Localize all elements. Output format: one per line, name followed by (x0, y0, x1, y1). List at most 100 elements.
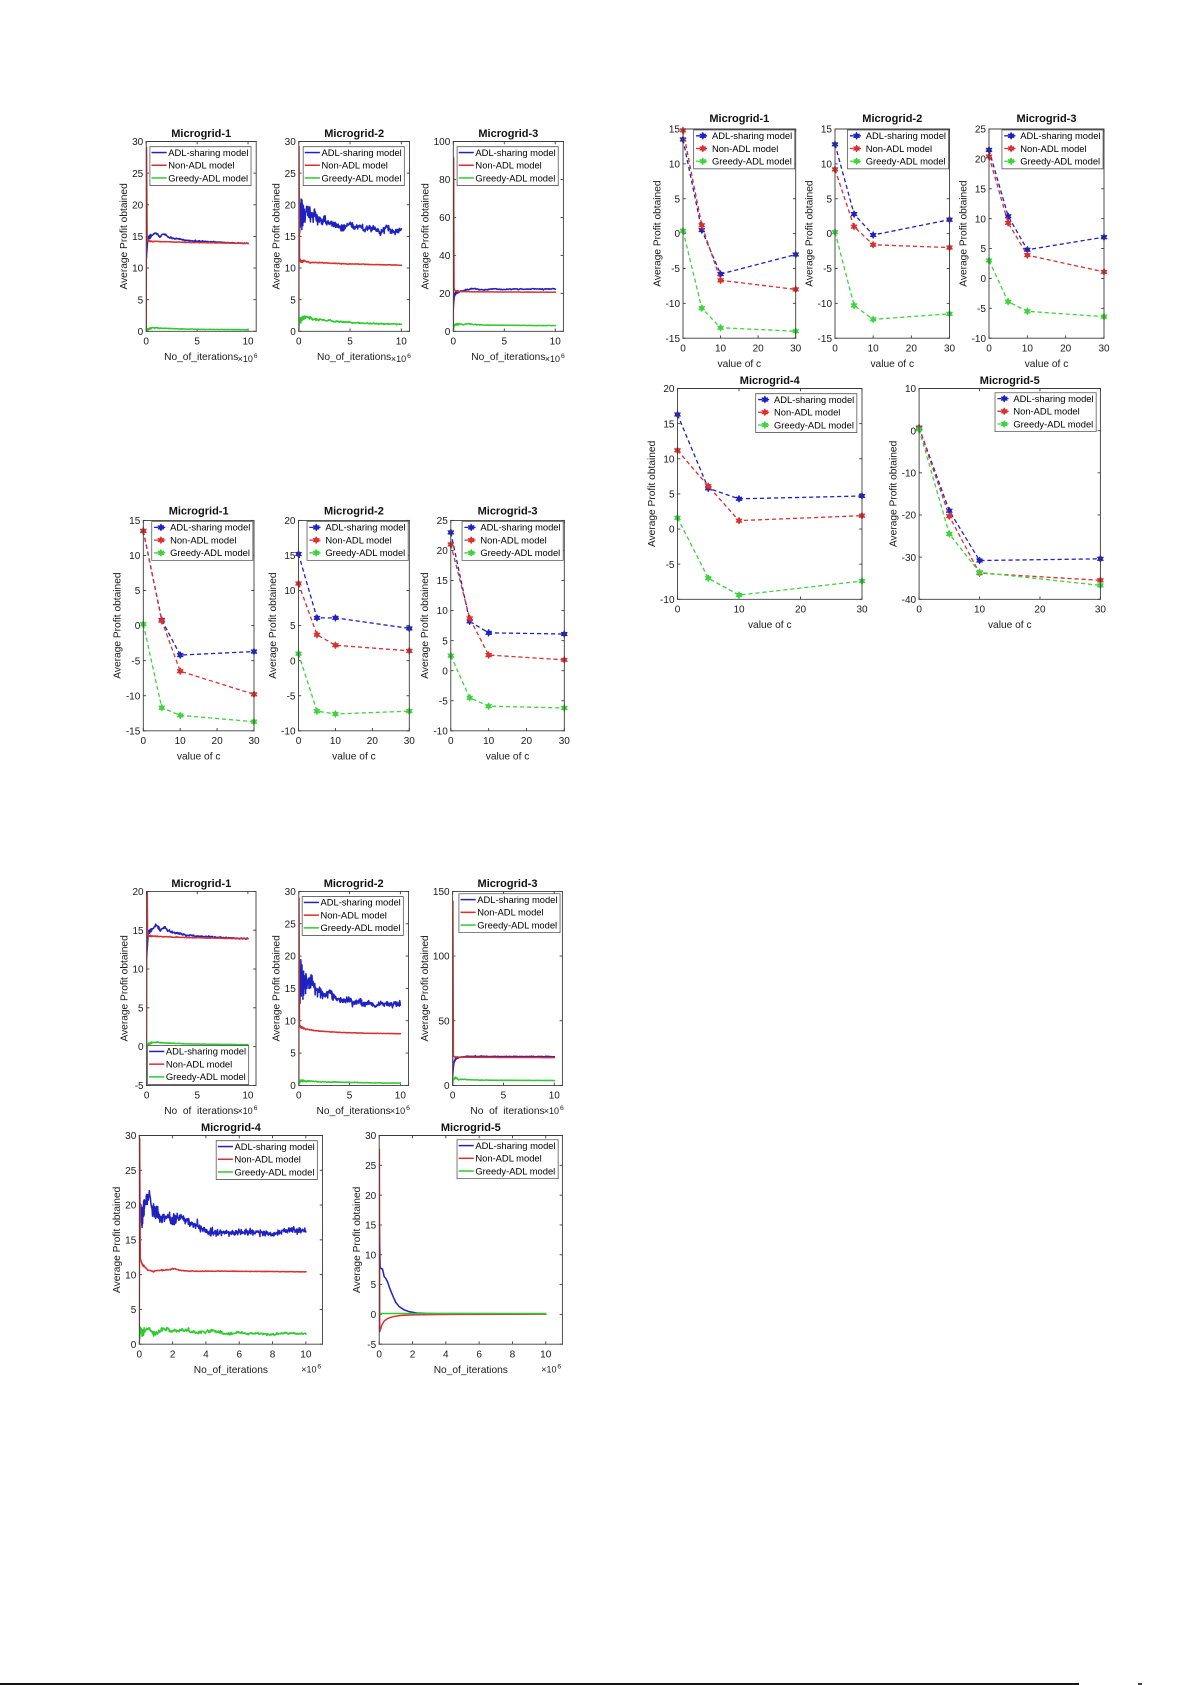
svg-text:10: 10 (129, 551, 141, 562)
svg-text:0: 0 (296, 1091, 302, 1102)
svg-text:-5: -5 (439, 696, 448, 707)
svg-text:5: 5 (674, 194, 680, 205)
svg-text:Average Profit obtained: Average Profit obtained (112, 1186, 123, 1293)
svg-text:30: 30 (944, 343, 956, 354)
svg-text:0: 0 (138, 1042, 144, 1053)
svg-text:15: 15 (132, 232, 144, 243)
svg-text:6: 6 (476, 1349, 482, 1360)
svg-text:Greedy-ADL model: Greedy-ADL model (170, 547, 250, 558)
svg-text:5: 5 (135, 586, 141, 597)
svg-text:Non-ADL model: Non-ADL model (477, 907, 543, 918)
svg-text:6: 6 (407, 353, 411, 360)
svg-text:Non-ADL model: Non-ADL model (325, 534, 391, 545)
svg-text:20: 20 (367, 736, 379, 747)
svg-text:0: 0 (980, 274, 986, 285)
svg-text:20: 20 (125, 1201, 137, 1212)
svg-text:×10: ×10 (238, 354, 253, 364)
svg-text:-10: -10 (818, 299, 833, 310)
svg-text:-5: -5 (671, 264, 680, 275)
svg-text:No of iterations: No of iterations (164, 1106, 238, 1117)
svg-text:Non-ADL model: Non-ADL model (166, 1058, 232, 1069)
svg-text:20: 20 (753, 343, 765, 354)
svg-text:10: 10 (365, 1250, 377, 1261)
svg-text:Greedy-ADL model: Greedy-ADL model (774, 419, 854, 430)
svg-text:Average Profit obtained: Average Profit obtained (889, 440, 900, 547)
svg-text:Greedy-ADL model: Greedy-ADL model (866, 156, 946, 167)
svg-text:10: 10 (975, 214, 987, 225)
svg-text:Greedy-ADL model: Greedy-ADL model (321, 922, 401, 933)
svg-text:value of c: value of c (988, 620, 1032, 631)
svg-text:100: 100 (434, 137, 451, 148)
svg-text:10: 10 (974, 605, 986, 616)
svg-text:Average Profit obtained: Average Profit obtained (804, 180, 815, 287)
svg-text:10: 10 (550, 337, 562, 348)
svg-text:15: 15 (285, 984, 297, 995)
svg-text:ADL-sharing model: ADL-sharing model (712, 130, 792, 141)
svg-text:15: 15 (285, 232, 297, 243)
svg-text:6: 6 (254, 353, 258, 360)
svg-text:25: 25 (975, 125, 987, 136)
svg-text:value of c: value of c (718, 359, 762, 370)
svg-text:6: 6 (557, 1363, 561, 1370)
svg-text:20: 20 (663, 384, 675, 395)
svg-text:0: 0 (296, 337, 302, 348)
svg-text:-5: -5 (367, 1340, 376, 1351)
svg-text:Average Profit obtained: Average Profit obtained (113, 572, 124, 679)
svg-text:value of c: value of c (1025, 359, 1069, 370)
svg-text:Microgrid-1: Microgrid-1 (169, 505, 229, 517)
svg-text:30: 30 (1098, 343, 1110, 354)
svg-text:0: 0 (911, 426, 917, 437)
svg-text:Microgrid-2: Microgrid-2 (862, 113, 922, 125)
svg-text:Microgrid-1: Microgrid-1 (709, 113, 769, 125)
svg-text:30: 30 (125, 1131, 137, 1142)
svg-text:×10: ×10 (544, 1106, 559, 1116)
svg-text:25: 25 (132, 169, 144, 180)
svg-text:0: 0 (444, 1081, 450, 1092)
svg-text:Greedy-ADL model: Greedy-ADL model (322, 172, 402, 183)
svg-text:×10: ×10 (545, 354, 560, 364)
svg-text:5: 5 (131, 1305, 137, 1316)
svg-text:5: 5 (442, 636, 448, 647)
svg-text:6: 6 (561, 353, 565, 360)
svg-text:Microgrid-4: Microgrid-4 (201, 1122, 262, 1134)
svg-text:Average Profit obtained: Average Profit obtained (420, 572, 431, 679)
svg-text:×10: ×10 (301, 1365, 316, 1375)
svg-text:25: 25 (437, 516, 449, 527)
svg-text:Non-ADL model: Non-ADL model (170, 534, 236, 545)
svg-text:ADL-sharing model: ADL-sharing model (1020, 130, 1100, 141)
svg-text:5: 5 (194, 1091, 200, 1102)
svg-text:0: 0 (448, 736, 454, 747)
svg-text:ADL-sharing model: ADL-sharing model (168, 147, 248, 158)
svg-text:-10: -10 (126, 691, 141, 702)
svg-text:ADL-sharing model: ADL-sharing model (322, 147, 402, 158)
svg-text:-40: -40 (902, 595, 917, 606)
svg-text:ADL-sharing model: ADL-sharing model (480, 522, 560, 533)
svg-text:5: 5 (980, 244, 986, 255)
svg-text:Average Profit obtained: Average Profit obtained (119, 183, 130, 290)
svg-text:20: 20 (906, 343, 918, 354)
svg-text:Non-ADL model: Non-ADL model (866, 143, 932, 154)
svg-text:6: 6 (254, 1105, 258, 1112)
svg-text:-5: -5 (823, 264, 832, 275)
svg-text:20: 20 (1034, 605, 1046, 616)
svg-text:6: 6 (406, 1105, 410, 1112)
svg-text:4: 4 (203, 1349, 209, 1360)
svg-text:×10: ×10 (390, 1106, 405, 1116)
svg-text:Microgrid-2: Microgrid-2 (324, 505, 384, 517)
svg-text:Greedy-ADL model: Greedy-ADL model (235, 1166, 315, 1177)
svg-text:Greedy-ADL model: Greedy-ADL model (1020, 156, 1100, 167)
svg-text:60: 60 (439, 213, 451, 224)
svg-text:-10: -10 (281, 726, 296, 737)
svg-text:20: 20 (285, 200, 297, 211)
svg-text:×10: ×10 (541, 1365, 556, 1375)
svg-text:Microgrid-1: Microgrid-1 (171, 878, 231, 890)
svg-text:0: 0 (138, 327, 144, 338)
svg-text:30: 30 (559, 736, 571, 747)
svg-text:0: 0 (144, 1091, 150, 1102)
svg-text:2: 2 (410, 1349, 416, 1360)
svg-text:15: 15 (437, 576, 449, 587)
svg-text:25: 25 (125, 1166, 137, 1177)
svg-text:0: 0 (451, 337, 457, 348)
svg-text:0: 0 (674, 229, 680, 240)
svg-text:Average Profit obtained: Average Profit obtained (420, 935, 431, 1042)
